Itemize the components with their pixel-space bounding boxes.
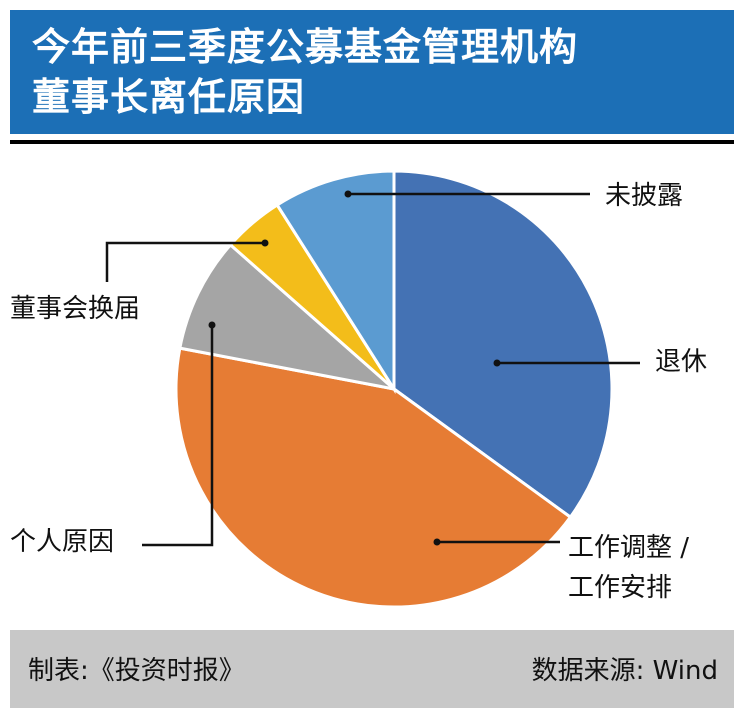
chart-title-line-2: 董事长离任原因 <box>32 75 306 119</box>
title-banner: 今年前三季度公募基金管理机构 董事长离任原因 <box>10 10 734 134</box>
pie-slice-retire <box>392 169 614 520</box>
leader-personal <box>142 325 214 547</box>
pie-slice-undisclosed <box>275 169 396 395</box>
label-retire: 退休 <box>655 347 708 377</box>
label-work-adjust-line-2: 工作安排 <box>568 573 673 603</box>
label-board-change: 董事会换届 <box>10 294 141 324</box>
leader-undisclosed-dot <box>344 190 352 198</box>
leader-board-change-dot <box>261 239 269 247</box>
leader-work-adjust-dot <box>433 538 441 546</box>
pie-slice-personal <box>178 242 400 392</box>
label-undisclosed: 未披露 <box>605 181 684 211</box>
footer-data-source: 数据来源: Wind <box>531 656 718 686</box>
leader-retire-dot <box>493 359 501 367</box>
source-footer: 制表:《投资时报》 数据来源: Wind <box>10 630 734 708</box>
label-work-adjust-line-1: 工作调整 / <box>568 533 690 563</box>
leader-lines <box>105 190 640 547</box>
leader-board-change <box>105 241 265 282</box>
label-personal: 个人原因 <box>10 527 115 557</box>
footer-table-credit: 制表:《投资时报》 <box>28 656 245 686</box>
chart-title-line-1: 今年前三季度公募基金管理机构 <box>32 25 579 69</box>
title-divider <box>10 140 734 144</box>
leader-personal-dot <box>208 321 216 329</box>
